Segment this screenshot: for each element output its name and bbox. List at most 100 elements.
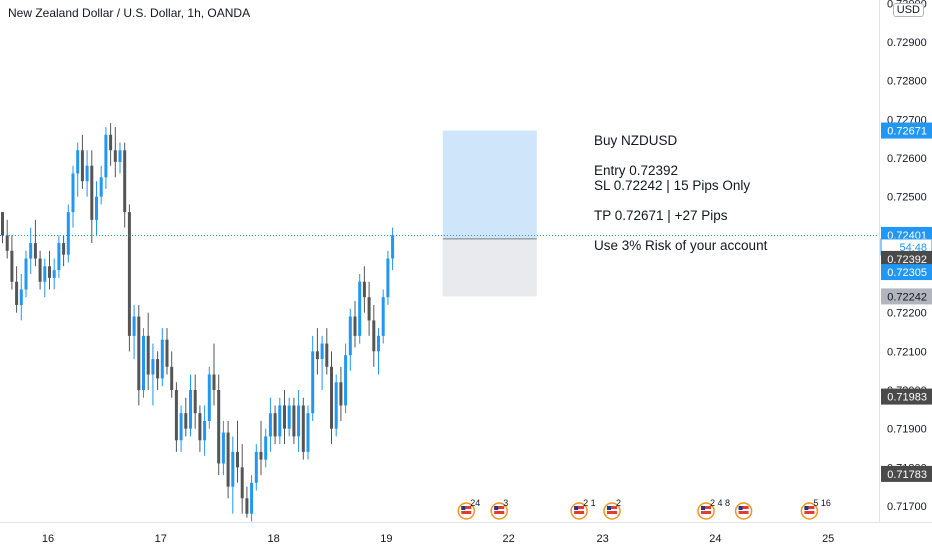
candle[interactable] <box>5 219 9 259</box>
candle[interactable] <box>245 486 249 518</box>
price-tag: 0.71783 <box>881 465 932 482</box>
candle[interactable] <box>1 212 4 244</box>
candle[interactable] <box>311 335 315 421</box>
candle[interactable] <box>170 351 174 398</box>
candle[interactable] <box>334 374 338 437</box>
candle-body <box>231 451 235 487</box>
candle[interactable] <box>330 351 333 445</box>
candle[interactable] <box>297 390 301 452</box>
candle[interactable] <box>377 328 380 375</box>
candle[interactable] <box>240 444 244 514</box>
event-marker[interactable]: 2 4 8 <box>697 498 730 520</box>
candle[interactable] <box>278 397 282 445</box>
event-marker[interactable]: 2 <box>603 498 621 520</box>
candle[interactable] <box>391 227 395 271</box>
candle[interactable] <box>386 250 390 305</box>
candle[interactable] <box>137 304 141 406</box>
candle[interactable] <box>95 181 98 236</box>
candle[interactable] <box>315 328 319 375</box>
candle[interactable] <box>273 405 277 445</box>
candle[interactable] <box>57 235 61 278</box>
candle[interactable] <box>367 281 371 336</box>
candle[interactable] <box>142 328 145 398</box>
candle-body <box>127 212 131 336</box>
candle-body <box>278 405 282 437</box>
candle[interactable] <box>127 204 131 352</box>
currency-label[interactable]: USD <box>892 3 924 17</box>
candle[interactable] <box>90 150 94 244</box>
candle[interactable] <box>348 308 352 371</box>
candle[interactable] <box>358 274 362 344</box>
candle[interactable] <box>174 382 178 452</box>
candle[interactable] <box>283 390 286 445</box>
candle[interactable] <box>48 250 51 290</box>
event-marker[interactable]: 3 <box>490 498 508 520</box>
candle[interactable] <box>160 328 164 387</box>
candle[interactable] <box>156 351 160 390</box>
candle[interactable] <box>132 304 136 360</box>
candle[interactable] <box>287 397 291 437</box>
candle-body <box>301 405 305 452</box>
event-marker[interactable]: 24 <box>457 498 480 520</box>
candle[interactable] <box>151 343 155 406</box>
candle[interactable] <box>362 266 366 313</box>
candle[interactable] <box>10 235 14 290</box>
candle[interactable] <box>189 374 192 437</box>
candle[interactable] <box>184 397 188 437</box>
candle[interactable] <box>301 397 305 460</box>
candle[interactable] <box>38 250 42 290</box>
candle[interactable] <box>113 127 117 178</box>
candle[interactable] <box>85 150 89 197</box>
candle[interactable] <box>339 366 343 421</box>
candle[interactable] <box>203 405 207 456</box>
candle[interactable] <box>179 405 183 452</box>
candle[interactable] <box>66 204 70 263</box>
candle[interactable] <box>43 258 47 298</box>
candle[interactable] <box>198 405 202 452</box>
candle[interactable] <box>320 335 324 390</box>
candle[interactable] <box>99 165 103 205</box>
candle[interactable] <box>15 266 19 313</box>
candle[interactable] <box>24 250 28 298</box>
event-marker[interactable]: 5 16 <box>800 498 831 520</box>
price-tag-box <box>881 122 932 139</box>
candle[interactable] <box>292 397 296 445</box>
candle[interactable] <box>344 343 348 414</box>
candle[interactable] <box>236 420 239 483</box>
candle[interactable] <box>217 374 221 476</box>
candle[interactable] <box>109 123 113 166</box>
candle[interactable] <box>372 304 376 367</box>
candle[interactable] <box>264 428 268 468</box>
candle[interactable] <box>80 134 84 189</box>
candle[interactable] <box>71 165 75 228</box>
event-marker[interactable] <box>734 502 753 520</box>
candle[interactable] <box>207 366 211 429</box>
candle[interactable] <box>250 475 254 522</box>
candle[interactable] <box>325 328 329 375</box>
event-marker[interactable]: 2 1 <box>570 498 596 520</box>
candle[interactable] <box>259 420 263 476</box>
candle[interactable] <box>165 328 169 375</box>
candle[interactable] <box>62 235 66 267</box>
candle[interactable] <box>52 258 56 290</box>
candle[interactable] <box>221 420 225 476</box>
candle[interactable] <box>118 142 122 174</box>
loss-zone[interactable] <box>442 238 537 297</box>
candle[interactable] <box>212 343 216 406</box>
candle[interactable] <box>19 274 23 321</box>
candle[interactable] <box>353 301 357 348</box>
candle[interactable] <box>76 142 80 197</box>
candle[interactable] <box>306 405 310 460</box>
candle[interactable] <box>33 219 37 267</box>
candle[interactable] <box>104 127 108 189</box>
profit-zone[interactable] <box>442 130 537 239</box>
candle[interactable] <box>123 142 127 228</box>
candle[interactable] <box>254 444 258 491</box>
candle[interactable] <box>231 436 235 514</box>
candle[interactable] <box>268 397 272 452</box>
candle[interactable] <box>146 312 150 390</box>
candle[interactable] <box>381 289 385 344</box>
candle[interactable] <box>226 420 230 499</box>
candle[interactable] <box>193 374 197 429</box>
